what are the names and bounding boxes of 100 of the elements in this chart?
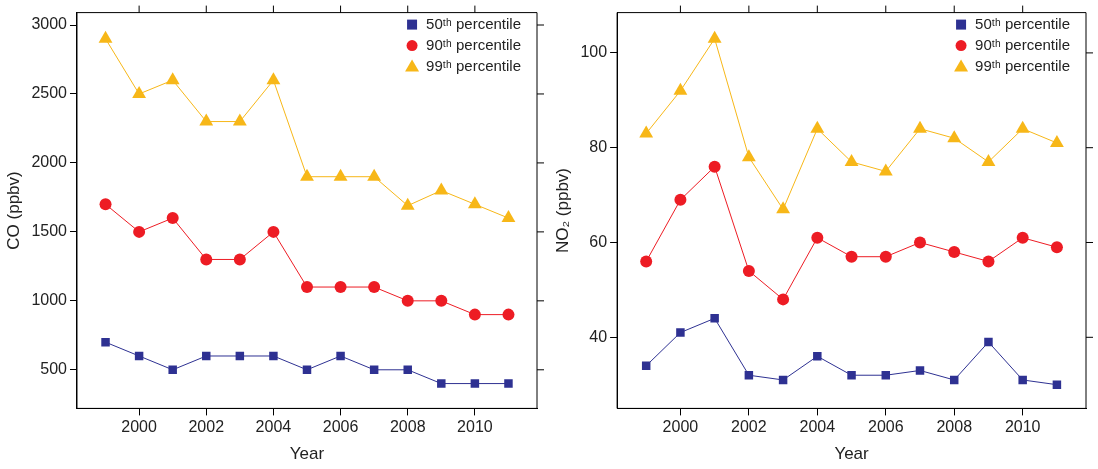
point [640, 255, 653, 268]
point [269, 351, 278, 361]
point [913, 120, 927, 133]
point [1049, 134, 1064, 147]
point [166, 212, 179, 225]
x-axis-title: Year [834, 444, 870, 464]
y-axis-title: NO₂ (ppbv) [552, 167, 572, 254]
point [676, 328, 685, 337]
point [98, 30, 113, 43]
point [741, 149, 756, 162]
point [502, 308, 515, 321]
x-tick-label: 2008 [936, 418, 973, 436]
point [168, 365, 177, 375]
y-axis-title: CO (ppbv) [3, 171, 23, 250]
y-tick-label: 60 [589, 232, 608, 250]
point [776, 201, 791, 214]
point [878, 163, 893, 176]
point [133, 225, 146, 238]
point [101, 337, 110, 347]
point [742, 264, 755, 277]
x-tick-label: 2010 [457, 418, 493, 436]
point [708, 160, 721, 173]
point [1018, 375, 1027, 385]
y-tick-label: 500 [40, 360, 68, 378]
point [501, 210, 516, 223]
point [982, 255, 995, 268]
point [435, 294, 448, 307]
point [1015, 120, 1030, 133]
point [368, 281, 381, 294]
legend-label: 99ᵗʰ percentile [426, 56, 521, 74]
point [674, 193, 687, 206]
point [199, 113, 214, 126]
point [845, 250, 858, 263]
point [639, 125, 654, 138]
point [813, 352, 822, 361]
point [947, 130, 962, 143]
point [948, 245, 961, 258]
x-tick-label: 2000 [662, 418, 699, 436]
point [1052, 380, 1062, 389]
point [202, 351, 211, 361]
legend-label: 90ᵗʰ percentile [975, 35, 1070, 53]
point [400, 197, 415, 210]
point [915, 366, 925, 375]
point [300, 168, 314, 181]
x-tick-label: 2002 [188, 418, 225, 436]
point [981, 153, 996, 166]
point [984, 337, 993, 347]
point [333, 168, 348, 181]
point [707, 30, 722, 43]
point [334, 281, 347, 294]
point [504, 379, 513, 388]
x-tick-label: 2006 [322, 418, 359, 436]
point [301, 281, 313, 294]
point [810, 120, 825, 133]
x-tick-label: 2004 [255, 418, 292, 436]
x-tick-label: 2006 [867, 418, 904, 436]
point [200, 253, 213, 266]
y-tick-label: 100 [580, 43, 608, 61]
point [777, 293, 790, 306]
y-tick-label: 2500 [31, 84, 68, 102]
x-tick-label: 2010 [1004, 418, 1041, 436]
point [1016, 231, 1029, 244]
x-axis-title: Year [289, 444, 325, 464]
point [267, 225, 280, 238]
point [1050, 241, 1063, 254]
point [710, 314, 719, 323]
point [468, 308, 481, 321]
point [401, 294, 414, 307]
point [99, 198, 112, 211]
point [914, 236, 926, 249]
x-tick-label: 2008 [389, 418, 426, 436]
point [673, 82, 688, 95]
point [437, 379, 446, 388]
y-tick-label: 1000 [31, 291, 68, 309]
point [367, 168, 382, 181]
point [879, 250, 892, 263]
point [641, 361, 651, 370]
y-tick-label: 2000 [31, 153, 68, 171]
point [467, 196, 482, 209]
legend-label: 50ᵗʰ percentile [975, 14, 1070, 32]
legend-label: 99ᵗʰ percentile [975, 56, 1070, 74]
point [266, 72, 281, 85]
point [470, 379, 480, 388]
point [844, 153, 859, 166]
point [132, 85, 147, 98]
y-tick-label: 3000 [31, 15, 68, 33]
point [232, 113, 247, 126]
point [233, 253, 246, 266]
point [165, 72, 180, 85]
y-tick-label: 40 [589, 327, 608, 345]
x-tick-label: 2004 [799, 418, 836, 436]
y-tick-label: 80 [589, 138, 608, 156]
point [434, 182, 449, 195]
point [847, 370, 856, 380]
x-tick-label: 2000 [121, 418, 158, 436]
point [403, 365, 412, 375]
x-tick-label: 2002 [731, 418, 767, 436]
y-tick-label: 1500 [31, 222, 68, 240]
point [811, 231, 824, 244]
legend-label: 50ᵗʰ percentile [426, 14, 521, 32]
